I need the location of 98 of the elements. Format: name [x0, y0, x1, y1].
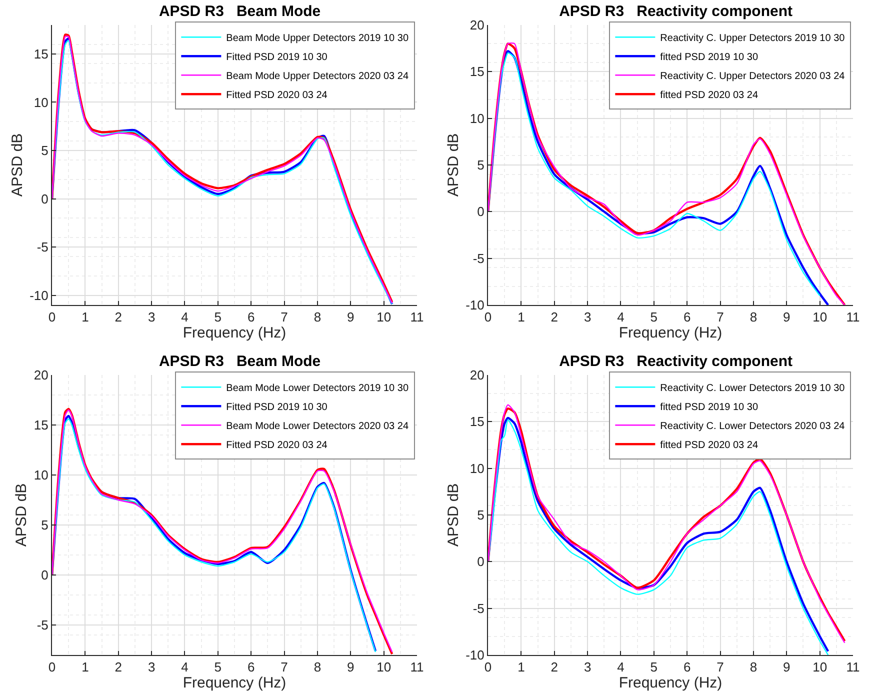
chart-title: APSD R3 Beam Mode	[158, 352, 321, 370]
x-tick-label: 10	[812, 310, 828, 325]
y-tick-label: 5	[477, 158, 484, 173]
y-axis-title: APSD dB	[444, 133, 462, 197]
x-tick-label: 10	[812, 660, 828, 675]
y-tick-label: -5	[36, 618, 48, 633]
legend-label: Reactivity C. Upper Detectors 2020 03 24	[660, 71, 846, 82]
legend-label: Fitted PSD 2020 03 24	[226, 90, 328, 102]
y-tick-label: 10	[470, 460, 484, 476]
x-tick-label: 2	[114, 310, 122, 325]
x-tick-label: 4	[617, 660, 624, 675]
y-tick-label: 15	[34, 418, 48, 433]
y-tick-label: -10	[466, 648, 484, 663]
x-tick-label: 7	[716, 660, 724, 675]
x-tick-label: 7	[280, 310, 288, 325]
y-tick-label: 15	[34, 46, 48, 62]
legend-label: fitted PSD 2019 10 30	[660, 402, 758, 414]
x-tick-label: 1	[82, 660, 89, 675]
x-tick-label: 11	[410, 310, 424, 325]
x-tick-label: 3	[584, 660, 592, 675]
x-tick-label: 8	[314, 310, 322, 325]
y-axis-title: APSD dB	[8, 133, 26, 197]
legend-label: fitted PSD 2020 03 24	[660, 90, 758, 102]
chart-title: APSD R3 Reactivity component	[559, 2, 792, 20]
x-tick-label: 1	[518, 310, 525, 325]
x-tick-label: 5	[214, 660, 222, 675]
x-tick-label: 9	[347, 660, 354, 675]
x-tick-label: 9	[783, 310, 790, 325]
y-tick-label: 0	[477, 554, 484, 570]
x-tick-label: 8	[750, 660, 758, 675]
legend-label: fitted PSD 2019 10 30	[660, 52, 758, 64]
y-tick-label: 0	[41, 568, 48, 583]
y-tick-label: 10	[470, 110, 484, 126]
x-tick-label: 6	[247, 660, 255, 675]
x-tick-label: 4	[617, 310, 624, 325]
legend-label: Reactivity C. Lower Detectors 2019 10 30	[660, 383, 846, 394]
x-tick-label: 6	[683, 310, 691, 325]
x-tick-label: 1	[518, 660, 525, 675]
y-tick-label: 5	[41, 518, 48, 533]
x-axis-title: Frequency (Hz)	[618, 674, 722, 692]
x-tick-label: 9	[347, 310, 354, 325]
y-tick-label: 15	[470, 64, 484, 80]
y-tick-label: 10	[34, 94, 48, 110]
legend-label: Beam Mode Upper Detectors 2020 03 24	[226, 71, 409, 82]
y-tick-label: 20	[34, 368, 48, 383]
legend-label: Fitted PSD 2019 10 30	[226, 52, 328, 64]
x-tick-label: 9	[783, 660, 790, 675]
x-tick-label: 6	[683, 660, 691, 675]
x-tick-label: 3	[584, 310, 592, 325]
y-tick-label: -10	[466, 298, 484, 313]
x-tick-label: 5	[650, 310, 658, 325]
x-tick-label: 11	[410, 660, 424, 675]
y-tick-label: 15	[470, 414, 484, 430]
x-tick-label: 1	[82, 310, 89, 325]
y-tick-label: -10	[30, 288, 48, 303]
x-axis-title: Frequency (Hz)	[182, 324, 286, 342]
y-tick-label: -5	[36, 240, 48, 255]
x-axis-title: Frequency (Hz)	[182, 674, 286, 692]
y-tick-label: 0	[41, 191, 48, 206]
x-tick-label: 7	[716, 310, 724, 325]
legend-label: fitted PSD 2020 03 24	[660, 440, 758, 452]
x-tick-label: 11	[846, 310, 860, 325]
x-tick-label: 7	[280, 660, 288, 675]
legend-label: Beam Mode Upper Detectors 2019 10 30	[226, 33, 409, 44]
x-tick-label: 4	[181, 310, 188, 325]
x-tick-label: 5	[650, 660, 658, 675]
y-tick-label: -5	[472, 250, 484, 266]
x-tick-label: 11	[846, 660, 860, 675]
legend-label: Fitted PSD 2019 10 30	[226, 402, 328, 414]
chart-title: APSD R3 Beam Mode	[158, 2, 321, 20]
x-tick-label: 2	[550, 310, 558, 325]
legend-label: Reactivity C. Upper Detectors 2019 10 30	[660, 33, 846, 44]
legend-label: Fitted PSD 2020 03 24	[226, 440, 328, 452]
legend-label: Beam Mode Lower Detectors 2019 10 30	[226, 383, 409, 394]
x-tick-label: 4	[181, 660, 188, 675]
x-tick-label: 8	[314, 660, 322, 675]
legend-label: Beam Mode Lower Detectors 2020 03 24	[226, 421, 409, 432]
y-tick-label: 20	[470, 18, 484, 33]
y-tick-label: 5	[477, 508, 484, 523]
y-axis-title: APSD dB	[444, 483, 462, 547]
y-tick-label: 10	[34, 468, 48, 483]
x-tick-label: 10	[376, 310, 392, 325]
x-tick-label: 5	[214, 310, 222, 325]
x-tick-label: 6	[247, 310, 255, 325]
legend-label: Reactivity C. Lower Detectors 2020 03 24	[660, 421, 846, 432]
y-tick-label: 0	[477, 204, 484, 220]
x-tick-label: 3	[148, 660, 156, 675]
chart-title: APSD R3 Reactivity component	[559, 352, 792, 370]
x-axis-title: Frequency (Hz)	[618, 324, 722, 342]
y-tick-label: 20	[470, 368, 484, 383]
y-tick-label: 5	[41, 143, 48, 158]
x-tick-label: 10	[376, 660, 392, 675]
x-tick-label: 2	[550, 660, 558, 675]
x-tick-label: 8	[750, 310, 758, 325]
x-tick-label: 2	[114, 660, 122, 675]
y-axis-title: APSD dB	[13, 483, 30, 547]
x-tick-label: 3	[148, 310, 156, 325]
y-tick-label: -5	[472, 600, 484, 616]
